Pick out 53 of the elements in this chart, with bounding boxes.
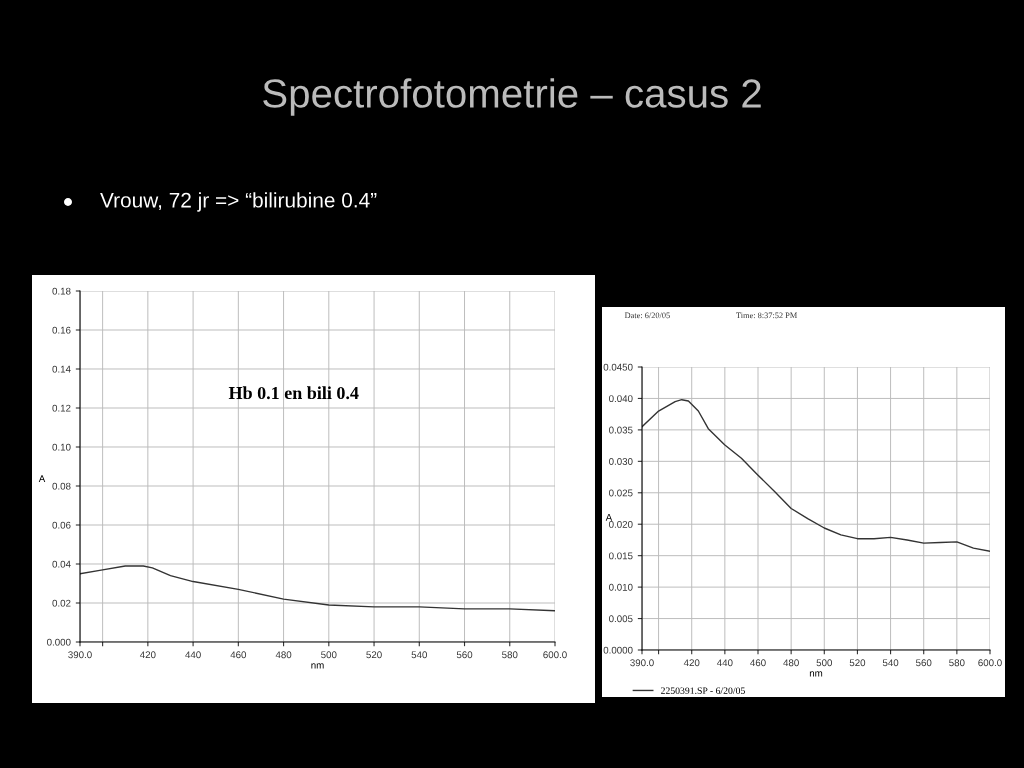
x-tick-label: 600.0	[978, 659, 1002, 667]
x-tick-label: 480	[275, 651, 292, 659]
x-tick-label: 500	[321, 651, 337, 659]
x-tick-label: 520	[366, 651, 382, 659]
x-tick-label: 440	[185, 651, 201, 659]
x-tick-label: 460	[750, 659, 766, 667]
y-tick-label: 0.010	[609, 583, 633, 591]
y-tick-label: 0.10	[52, 443, 71, 451]
x-tick-label: 580	[949, 659, 965, 667]
x-axis-title: nm	[311, 663, 324, 669]
y-tick-label: 0.025	[609, 489, 633, 497]
x-axis-title: nm	[809, 671, 823, 677]
y-tick-label: 0.02	[52, 599, 71, 607]
text: Date: 6/20/05	[624, 312, 670, 319]
x-tick-label: 390.0	[68, 651, 92, 659]
text: Time: 8:37:52 PM	[736, 312, 797, 319]
x-tick-label: 420	[139, 651, 156, 659]
chart-subtitle: Vrouw, 72 jr => “bilirubine 0.4”	[100, 192, 377, 212]
y-tick-label: 0.0000	[603, 646, 633, 654]
y-tick-label: 0.015	[609, 552, 633, 560]
x-tick-label: 580	[502, 651, 518, 659]
x-tick-label: 420	[683, 659, 700, 667]
y-axis-title: A	[38, 475, 46, 483]
x-tick-label: 500	[816, 659, 833, 667]
line-series	[80, 565, 555, 612]
x-tick-label: 480	[783, 659, 799, 667]
y-tick-label: 0.06	[52, 521, 71, 529]
y-tick-label: 0.04	[52, 560, 71, 568]
y-tick-label: 0.0450	[603, 363, 633, 371]
x-tick-label: 540	[882, 659, 899, 667]
y-axis-title: A	[605, 513, 613, 521]
y-tick-label: 0.12	[52, 404, 71, 412]
annotation: Hb 0.1 en bili 0.4	[228, 386, 359, 400]
y-tick-label: 0.040	[609, 395, 633, 403]
y-tick-label: 0.005	[609, 615, 633, 623]
y-tick-label: 0.035	[609, 426, 633, 434]
x-tick-label: 440	[716, 659, 733, 667]
x-tick-label: 390.0	[630, 659, 654, 667]
x-tick-label: 560	[915, 659, 932, 667]
x-tick-label: 600.0	[543, 651, 567, 659]
y-tick-label: 0.020	[609, 520, 633, 528]
chart-title: Spectrofotometrie – casus 2	[263, 78, 761, 116]
y-tick-label: 0.08	[52, 482, 71, 490]
y-tick-label: 0.030	[609, 458, 633, 465]
y-tick-label: 0.14	[52, 365, 71, 373]
y-tick-label: 0.16	[52, 326, 71, 334]
x-tick-label: 560	[456, 651, 473, 659]
x-tick-label: 520	[849, 659, 866, 667]
legend-label: 2250391.SP - 6/20/05	[661, 687, 745, 694]
x-tick-label: 540	[411, 651, 428, 659]
x-tick-label: 460	[230, 651, 247, 659]
y-tick-label: 0.18	[52, 287, 71, 295]
y-tick-label: 0.000	[47, 638, 71, 646]
